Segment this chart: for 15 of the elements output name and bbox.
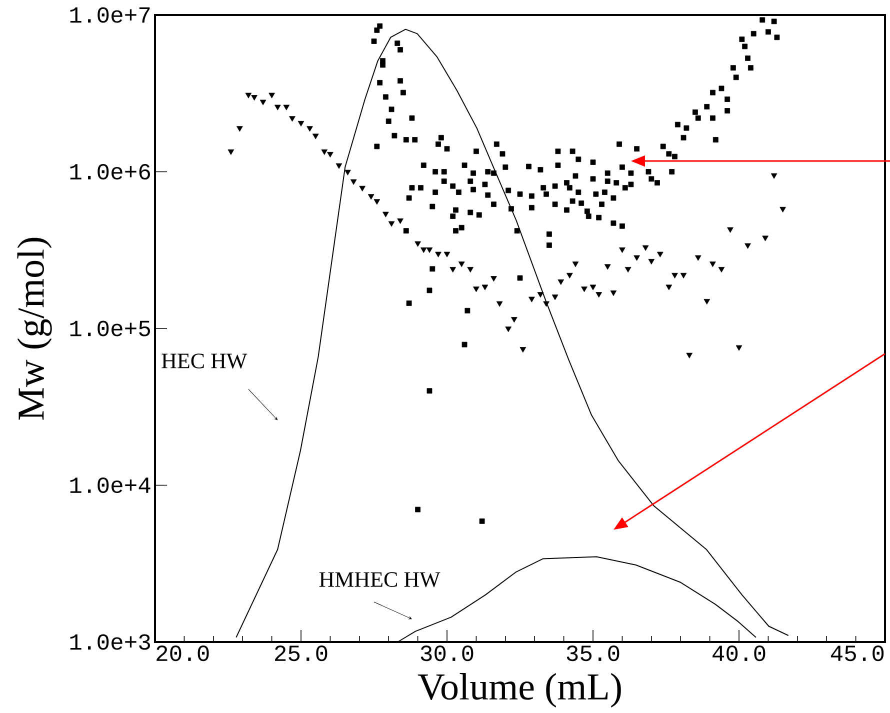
x-tick-label: 45.0 (830, 646, 884, 662)
series-label: HMHEC HW (319, 572, 440, 588)
x-tick-label: 30.0 (420, 646, 474, 662)
x-axis-title: Volume (mL) (418, 673, 621, 708)
y-tick-label: 1.0e+3 (70, 634, 150, 650)
y-tick-label: 1.0e+4 (70, 477, 150, 494)
x-tick-label: 25.0 (275, 646, 328, 662)
y-axis-title: Mw (g/mol) (17, 238, 52, 420)
y-tick-label: 1.0e+7 (70, 7, 150, 23)
legend-label: HEC HW (162, 354, 248, 368)
y-tick-label: 1.0e+5 (70, 320, 150, 336)
y-tick-label: 1.0e+6 (70, 164, 150, 180)
x-tick-label: 40.0 (712, 646, 766, 662)
x-tick-label: 20.0 (156, 646, 209, 662)
x-tick-label: 35.0 (566, 646, 620, 662)
